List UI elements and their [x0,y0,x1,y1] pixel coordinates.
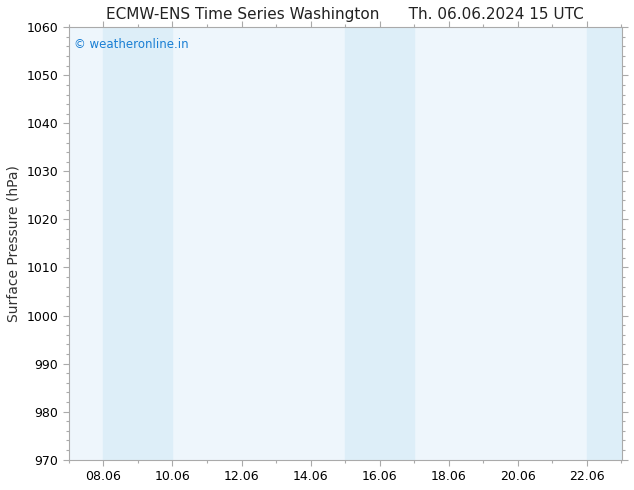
Text: © weatheronline.in: © weatheronline.in [74,38,189,51]
Title: ECMW-ENS Time Series Washington      Th. 06.06.2024 15 UTC: ECMW-ENS Time Series Washington Th. 06.0… [107,7,584,22]
Y-axis label: Surface Pressure (hPa): Surface Pressure (hPa) [7,165,21,322]
Bar [587,27,621,460]
Bar [103,27,172,460]
Bar [345,27,414,460]
